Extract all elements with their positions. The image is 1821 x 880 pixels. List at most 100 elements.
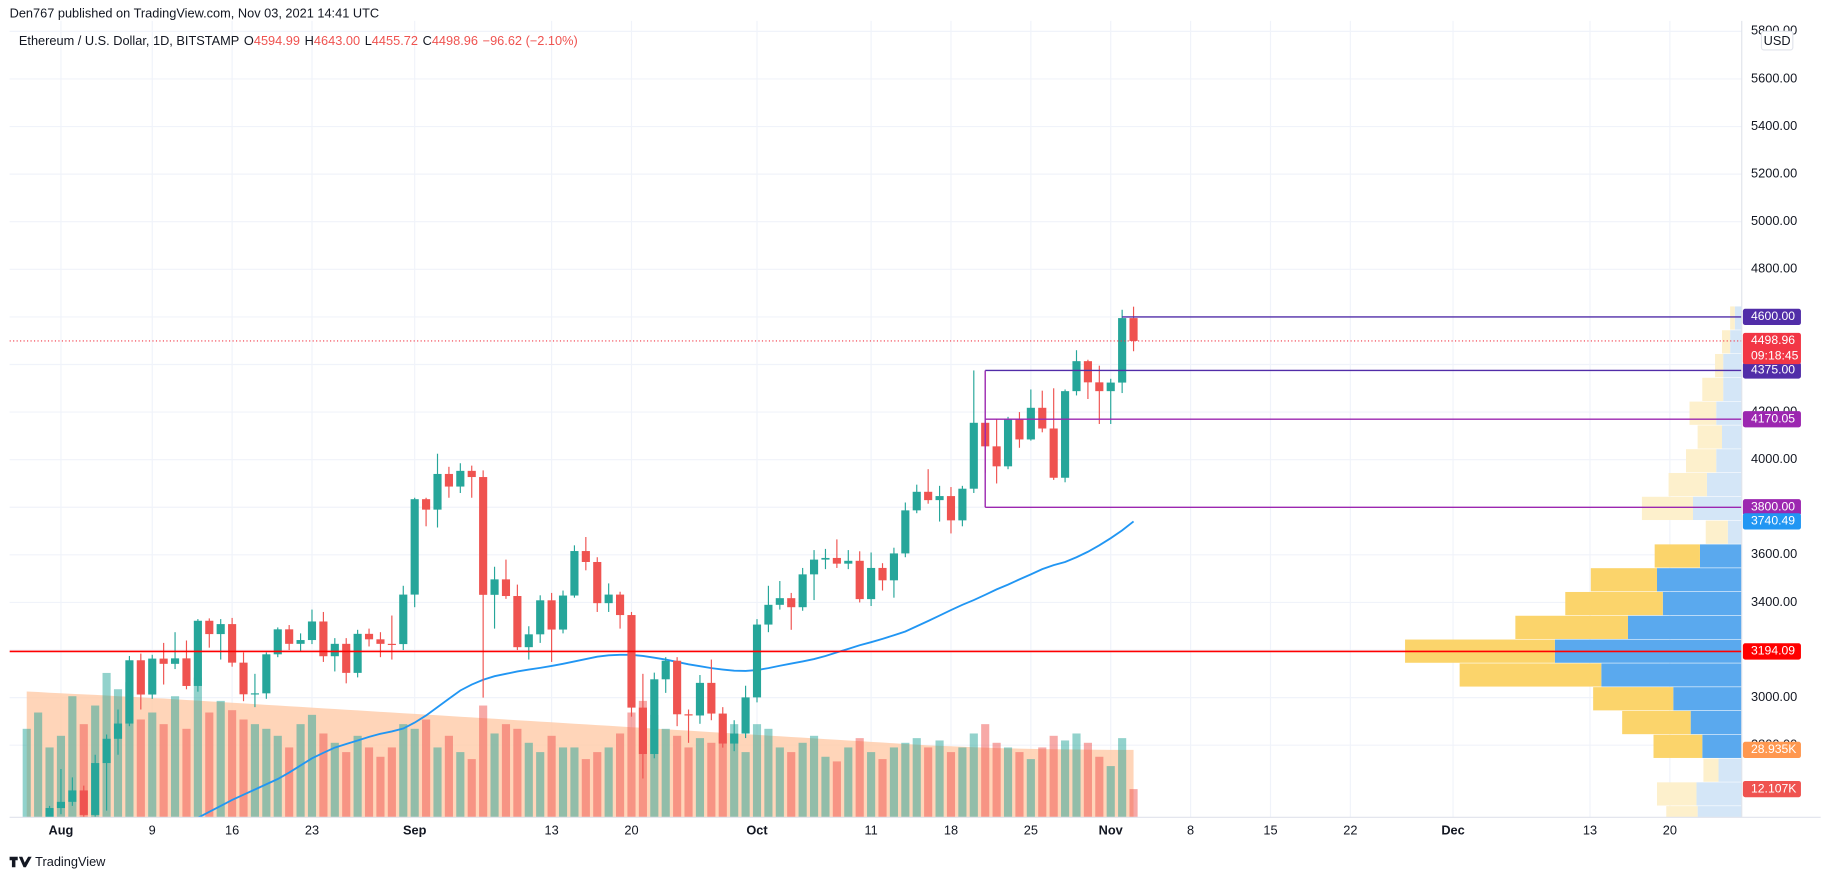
candle-body xyxy=(946,496,956,521)
candle-body xyxy=(182,658,191,686)
volume-bar xyxy=(307,714,317,818)
candle-body xyxy=(844,560,853,564)
x-tick-label: 20 xyxy=(1663,823,1677,838)
volume-bar xyxy=(387,747,396,818)
level-label-box xyxy=(1742,411,1801,428)
candle-body xyxy=(684,714,693,716)
volume-label: 12.107K xyxy=(1751,781,1796,795)
volume-bar xyxy=(752,724,762,818)
candle-body xyxy=(969,422,978,489)
candle-body xyxy=(490,579,499,595)
legend-key: O xyxy=(244,33,254,48)
brand: TradingView xyxy=(35,854,106,869)
profile-up xyxy=(1723,377,1742,402)
profile-up xyxy=(1723,354,1742,378)
profile-down xyxy=(1565,591,1663,616)
profile-down xyxy=(1722,330,1731,354)
profile-up xyxy=(1697,806,1742,818)
volume-bar xyxy=(992,742,1001,818)
candle-body xyxy=(798,574,807,608)
candle-body xyxy=(125,660,134,724)
volume-bar xyxy=(844,747,853,818)
brand-logo xyxy=(9,856,32,868)
volume-bar xyxy=(821,756,830,818)
volume-bar xyxy=(296,724,305,818)
volume-bar xyxy=(34,712,43,818)
volume-bar xyxy=(718,733,727,818)
legend: Ethereum / U.S. Dollar, 1D, BITSTAMP O459… xyxy=(19,33,578,48)
candle-body xyxy=(832,557,841,564)
x-tick-label: Dec xyxy=(1441,823,1464,838)
profile-down xyxy=(1668,472,1707,497)
volume-bar xyxy=(593,752,602,818)
x-tick-label: 11 xyxy=(864,823,877,838)
candle-body xyxy=(273,629,282,655)
candle-body xyxy=(547,600,556,630)
x-tick-label: 23 xyxy=(305,823,319,838)
candle-body xyxy=(91,763,100,815)
volume-bar xyxy=(193,677,202,818)
candle-body xyxy=(148,658,157,695)
candle-body xyxy=(422,499,431,510)
level-label-box xyxy=(1742,643,1801,660)
x-tick-label: 13 xyxy=(1583,823,1597,838)
profile-down xyxy=(1593,687,1674,711)
candle-body xyxy=(296,640,305,644)
volume-bar xyxy=(558,747,568,818)
candle-body xyxy=(513,596,522,648)
candle-body xyxy=(433,473,442,510)
profile-up xyxy=(1690,710,1742,735)
volume-ma-area xyxy=(26,691,1134,818)
profile-down xyxy=(1656,782,1697,806)
candle-body xyxy=(650,679,659,755)
x-tick-label: 9 xyxy=(149,823,156,838)
candle-body xyxy=(809,559,819,575)
x-tick-label: 8 xyxy=(1187,823,1194,838)
volume-bar xyxy=(205,712,214,818)
volume-bar xyxy=(79,724,88,818)
volume-bar xyxy=(707,742,716,818)
volume-bar xyxy=(695,738,705,818)
candle-body xyxy=(1015,419,1024,440)
candle-body xyxy=(718,713,727,744)
volume-bar xyxy=(547,735,556,818)
volume-bar xyxy=(958,747,967,818)
volume-bar xyxy=(764,728,773,818)
volume-bar xyxy=(479,705,488,818)
candle-body xyxy=(1026,407,1035,440)
profile-up xyxy=(1656,568,1742,592)
candle-body xyxy=(79,790,88,815)
x-tick-label: 13 xyxy=(545,823,559,838)
volume-bar xyxy=(981,724,990,818)
profile-down xyxy=(1730,306,1735,330)
candle-body xyxy=(136,660,145,695)
profile-down xyxy=(1641,496,1693,521)
currency: USD xyxy=(1764,33,1791,48)
x-tick-label: Aug xyxy=(49,823,74,838)
candle-body xyxy=(1095,382,1104,392)
volume-bar xyxy=(787,752,796,818)
x-tick-label: Sep xyxy=(403,823,427,838)
candle-body xyxy=(479,477,488,595)
volume-bar xyxy=(456,752,465,818)
candle-body xyxy=(878,567,887,581)
volume-bar xyxy=(741,752,750,818)
candle-body xyxy=(364,633,374,640)
volume-bar xyxy=(969,733,978,818)
candle-body xyxy=(1106,382,1115,392)
volume-bar xyxy=(273,735,282,818)
candle-body xyxy=(604,594,613,604)
volume-bar xyxy=(684,747,693,818)
candle-body xyxy=(775,598,784,605)
candle-body xyxy=(593,561,602,604)
candle-body xyxy=(456,470,465,487)
candle-body xyxy=(262,654,271,694)
candle-body xyxy=(342,643,351,673)
level-label-box xyxy=(1742,308,1801,326)
profile-down xyxy=(1459,663,1602,687)
volume-bar xyxy=(809,735,819,818)
candle-body xyxy=(616,594,625,616)
candle-body xyxy=(958,488,967,521)
profile-up xyxy=(1718,758,1742,782)
x-tick-label: Oct xyxy=(746,823,768,838)
